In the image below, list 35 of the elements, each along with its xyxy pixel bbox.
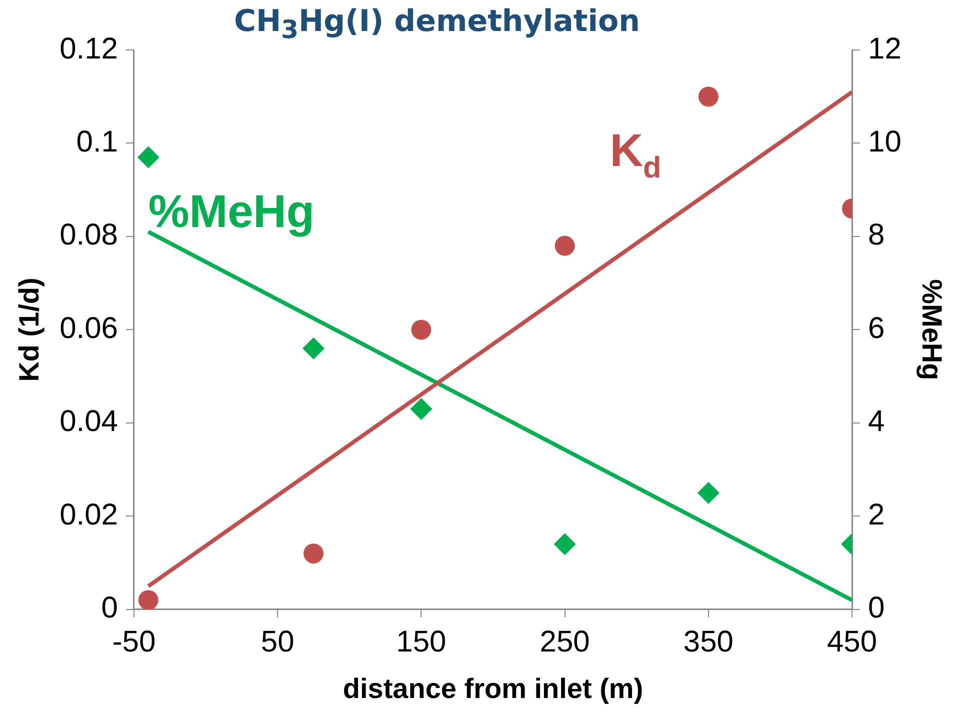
y-tick-label: 0.02	[60, 498, 118, 532]
point	[411, 320, 432, 340]
point	[697, 482, 720, 504]
x-tick-label: -50	[112, 626, 156, 659]
y-tick-label: 0.06	[60, 312, 118, 345]
y2-tick-label: 12	[868, 32, 902, 66]
x-axis-title: distance from inlet (m)	[342, 672, 644, 704]
x-tick-label: 50	[260, 626, 294, 659]
point	[554, 533, 576, 556]
y-tick-label: 0.12	[60, 32, 118, 66]
y2-tick-label: 10	[868, 126, 902, 158]
chart-title: CH$_{3}$Hg(I) demethylation	[233, 4, 641, 44]
point	[138, 590, 158, 610]
y2-axis-title: %MeHg	[916, 279, 948, 380]
y-axis-title: Kd (1/d)	[14, 278, 45, 382]
y-tick-label: 0	[101, 592, 118, 625]
x-tick-label: 350	[683, 626, 734, 659]
point	[698, 86, 718, 107]
y-tick-label: 0.1	[76, 126, 118, 158]
y2-tick-label: 6	[868, 312, 885, 345]
x-tick-label: 250	[540, 626, 590, 659]
y2-tick-label: 4	[868, 405, 885, 438]
point	[554, 236, 575, 256]
x-tick-label: 450	[827, 626, 878, 659]
y-tick-label: 0.04	[60, 405, 118, 438]
y2-tick-label: 8	[868, 218, 885, 252]
y2-tick-label: 2	[868, 498, 885, 532]
point	[304, 543, 324, 564]
x-tick-label: 150	[396, 626, 446, 659]
point	[302, 337, 324, 360]
series-label: %MeHg	[148, 185, 314, 238]
point	[410, 398, 432, 420]
y-tick-label: 0.08	[60, 218, 118, 252]
y2-tick-label: 0	[868, 592, 885, 625]
point	[137, 146, 160, 168]
